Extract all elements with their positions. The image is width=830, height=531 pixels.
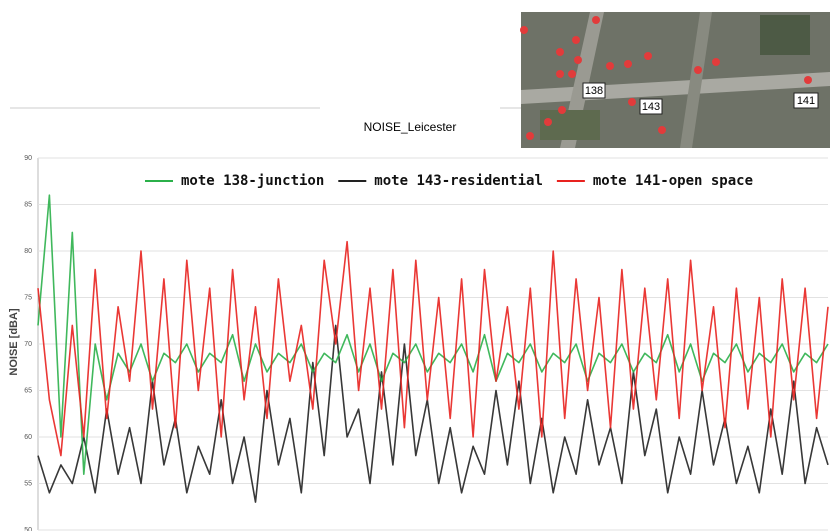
legend-label: mote 141-open space xyxy=(593,173,753,189)
y-tick-label: 55 xyxy=(24,480,32,487)
y-tick-label: 50 xyxy=(24,527,32,531)
y-tick-label: 85 xyxy=(24,201,32,208)
y-tick-label: 60 xyxy=(24,434,32,441)
y-tick-label: 80 xyxy=(24,248,32,255)
map-label: 141 xyxy=(797,95,815,107)
chart-title: NOISE_Leicester xyxy=(364,120,457,134)
chart: 138 143 141 NOISE_Leicester NOISE [dBA] … xyxy=(0,0,830,531)
legend-label: mote 138-junction xyxy=(181,173,324,189)
series-line xyxy=(38,242,828,456)
legend-label: mote 143-residential xyxy=(374,173,543,189)
y-tick-label: 65 xyxy=(24,387,32,394)
map-label: 138 xyxy=(585,85,603,97)
y-tick-label: 75 xyxy=(24,294,32,301)
y-tick-label: 70 xyxy=(24,341,32,348)
map-inset: 138 143 141 xyxy=(520,12,830,148)
y-tick-label: 90 xyxy=(24,155,32,162)
y-axis-label: NOISE [dBA] xyxy=(8,308,20,376)
legend: mote 138-junction mote 143-residential mot… xyxy=(145,173,753,189)
map-label: 143 xyxy=(642,101,660,113)
